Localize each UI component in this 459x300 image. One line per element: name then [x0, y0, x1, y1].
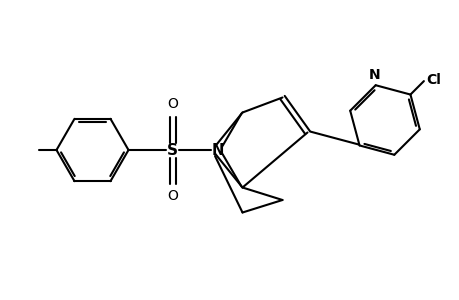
Text: N: N	[211, 142, 223, 158]
Text: O: O	[167, 97, 178, 110]
Text: O: O	[167, 190, 178, 203]
Text: Cl: Cl	[425, 73, 440, 87]
Text: S: S	[167, 142, 178, 158]
Text: N: N	[368, 68, 380, 82]
